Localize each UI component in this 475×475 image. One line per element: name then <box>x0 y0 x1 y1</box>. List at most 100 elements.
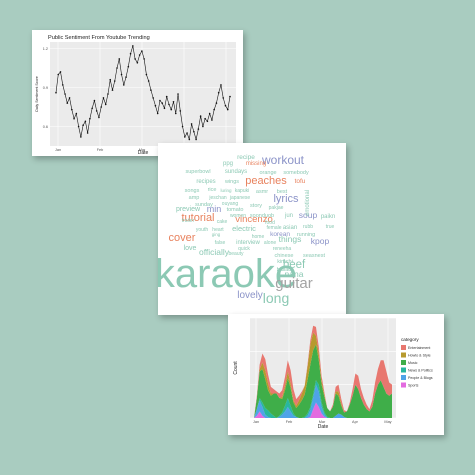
wordcloud-word: luring <box>220 188 232 193</box>
wordcloud-word: soonduob <box>250 213 274 219</box>
wordcloud-word: min <box>207 204 222 214</box>
sentiment-point <box>204 117 206 120</box>
line-x-tick-label: Jan <box>55 148 61 152</box>
sentiment-point <box>208 112 211 115</box>
sentiment-point <box>80 136 82 138</box>
sentiment-point <box>184 136 186 138</box>
sentiment-point <box>174 112 177 115</box>
sentiment-point <box>129 52 132 55</box>
sentiment-point <box>134 58 136 60</box>
legend-swatch <box>401 375 406 380</box>
area-y-axis-label: Count <box>233 361 239 375</box>
wordcloud-word: tutorial <box>181 212 214 224</box>
wordcloud-word: alone <box>264 240 276 246</box>
wordcloud-word: women <box>230 213 246 219</box>
area-layer-music <box>254 344 392 418</box>
wordcloud-word: false <box>215 240 226 246</box>
wordcloud-word: recipes <box>196 179 215 185</box>
wordcloud-word: home <box>252 234 265 240</box>
wordcloud-word: sundays <box>225 169 247 175</box>
wordcloud-word: story <box>250 203 262 209</box>
wordcloud-word: female <box>266 225 281 231</box>
sentiment-point <box>199 115 202 117</box>
wordcloud-word: interview <box>236 240 260 246</box>
wordcloud-word: kimchi <box>277 259 293 265</box>
sentiment-point <box>93 99 96 102</box>
wordcloud-word: ppg <box>223 161 233 167</box>
sentiment-point <box>188 138 191 141</box>
wordcloud-card: recipe workout ppg missing superbowl sundays o… <box>158 143 346 315</box>
legend-label: Music <box>408 361 418 365</box>
line-x-axis-label: Date <box>138 150 149 156</box>
sentiment-point <box>75 112 78 115</box>
legend-swatch <box>401 360 406 365</box>
wordcloud-word: asmr <box>256 189 268 195</box>
sentiment-point <box>193 130 195 133</box>
sentiment-point <box>77 125 80 128</box>
wordcloud-word: superbowl <box>185 169 210 175</box>
sentiment-point <box>111 89 114 91</box>
wordcloud-word: jeschan <box>208 195 226 201</box>
legend-swatch <box>401 382 406 388</box>
wordcloud-word: kapuki <box>235 188 249 194</box>
legend-label: News & Politics <box>408 369 433 373</box>
line-chart: Public Sentiment From Youtube Trending 1… <box>35 35 236 156</box>
sentiment-point <box>154 104 157 107</box>
wordcloud-word: emotional <box>305 190 311 216</box>
sentiment-point <box>107 93 109 95</box>
wordcloud-word: songs <box>185 188 200 194</box>
sentiment-point <box>95 110 98 112</box>
sentiment-point <box>116 67 118 69</box>
sentiment-point <box>215 102 218 104</box>
wordcloud-word: rice <box>208 187 217 193</box>
sentiment-point <box>66 102 69 104</box>
line-chart-title: Public Sentiment From Youtube Trending <box>48 35 150 41</box>
sentiment-point <box>222 97 225 99</box>
line-y-tick-label: 0.9 <box>43 86 48 90</box>
sentiment-point <box>61 84 64 86</box>
sentiment-point <box>211 119 213 121</box>
line-y-tick-label: 1.2 <box>43 47 48 51</box>
sentiment-point <box>141 50 143 52</box>
area-x-tick-label: Apr <box>352 420 359 424</box>
area-chart: Jan Feb Mar Apr May Date Count category Ente… <box>233 317 433 430</box>
legend-label: Sports <box>408 384 419 388</box>
wordcloud-word: peaches <box>245 175 287 187</box>
sentiment-point <box>89 117 91 120</box>
sentiment-point <box>147 80 150 82</box>
wordcloud-word: heart <box>212 227 224 233</box>
sentiment-point <box>86 132 89 134</box>
sentiment-point <box>59 71 62 73</box>
sentiment-point <box>159 99 161 102</box>
sentiment-point <box>206 120 209 123</box>
sentiment-point <box>190 123 193 125</box>
sentiment-point <box>55 91 57 94</box>
sentiment-point <box>150 89 152 91</box>
wordcloud-word: beef <box>283 259 306 271</box>
sentiment-point <box>195 138 197 141</box>
sentiment-point <box>125 76 127 78</box>
area-layer-people-blogs <box>254 384 392 418</box>
sentiment-point <box>145 73 148 76</box>
sentiment-point <box>102 97 105 99</box>
sentiment-point <box>172 101 175 103</box>
wordcloud-word: seasnest <box>303 253 325 259</box>
line-y-axis-label: Daily Sentiment Score <box>35 76 39 112</box>
wordcloud-word: asian <box>283 225 297 231</box>
sentiment-point <box>161 102 164 104</box>
sentiment-point <box>84 120 87 123</box>
sentiment-point <box>71 108 73 111</box>
sentiment-point <box>202 125 204 128</box>
wordcloud-word: best <box>277 189 288 195</box>
wordcloud-word: true <box>326 224 335 230</box>
wordcloud-word: missing <box>246 161 266 167</box>
legend-label: People & Blogs <box>408 376 433 380</box>
sentiment-point <box>163 107 166 110</box>
wordcloud-word: somebody <box>283 170 309 176</box>
sentiment-point <box>138 54 141 56</box>
wordcloud-word: workout <box>261 153 305 167</box>
sentiment-point <box>226 108 229 111</box>
sentiment-point <box>143 58 145 60</box>
wordcloud-word: reneeha <box>273 246 292 252</box>
wordcloud-word: youth <box>196 227 208 233</box>
